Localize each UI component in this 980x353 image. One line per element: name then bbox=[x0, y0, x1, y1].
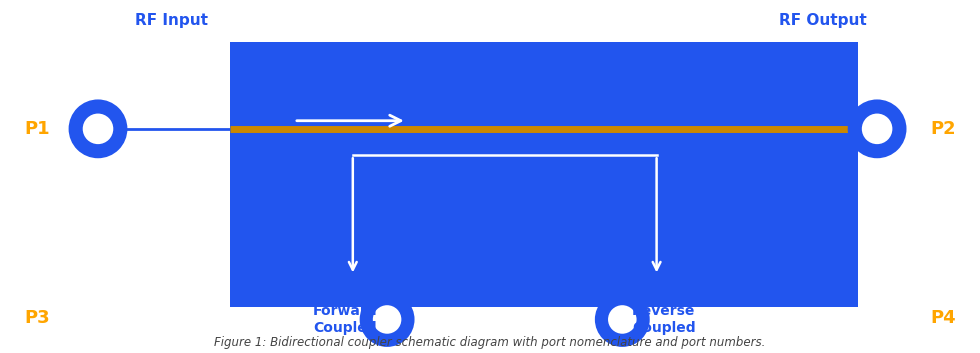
Text: Reverse
Coupled: Reverse Coupled bbox=[632, 304, 696, 335]
Ellipse shape bbox=[372, 305, 402, 334]
Text: P4: P4 bbox=[930, 309, 956, 327]
Ellipse shape bbox=[595, 292, 650, 347]
Text: Forward
Coupled: Forward Coupled bbox=[313, 304, 377, 335]
Ellipse shape bbox=[861, 114, 893, 144]
Text: RF Input: RF Input bbox=[135, 13, 208, 28]
Text: Figure 1: Bidirectional coupler schematic diagram with port nomenclature and por: Figure 1: Bidirectional coupler schemati… bbox=[215, 336, 765, 349]
Ellipse shape bbox=[848, 100, 907, 158]
Text: P1: P1 bbox=[24, 120, 50, 138]
Text: P2: P2 bbox=[930, 120, 956, 138]
Text: P3: P3 bbox=[24, 309, 50, 327]
Ellipse shape bbox=[360, 292, 415, 347]
Text: RF Output: RF Output bbox=[779, 13, 867, 28]
Ellipse shape bbox=[82, 114, 114, 144]
Ellipse shape bbox=[608, 305, 637, 334]
Ellipse shape bbox=[69, 100, 127, 158]
Bar bbox=[230, 42, 858, 307]
